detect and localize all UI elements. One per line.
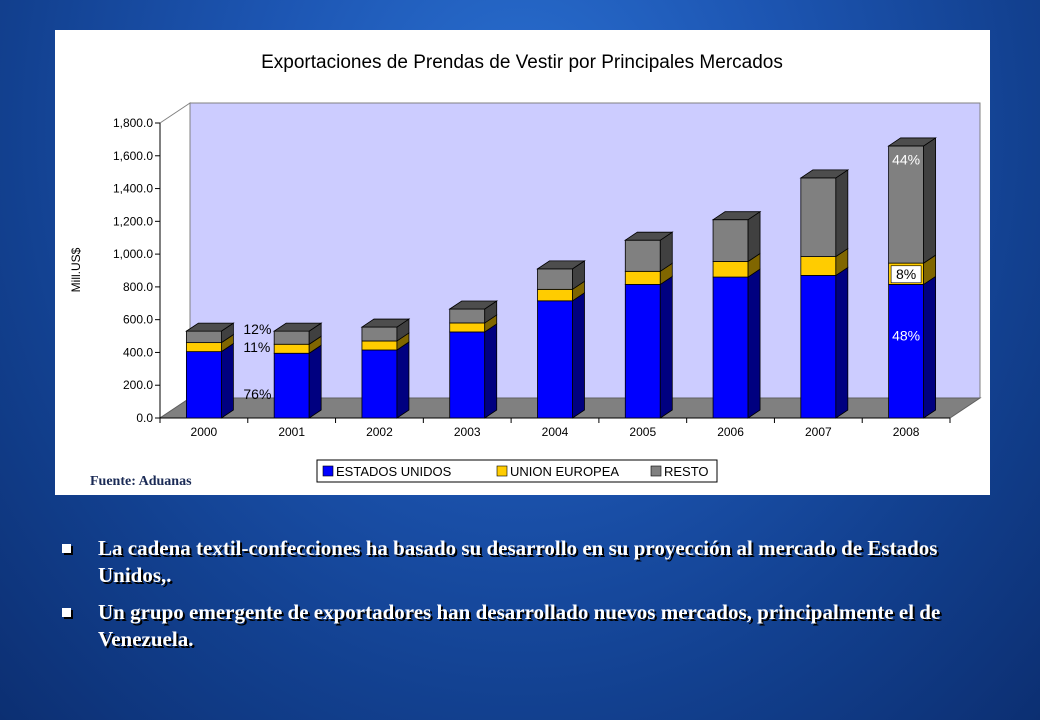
bar-union-europea-2005 xyxy=(624,270,661,285)
plot-side-wall xyxy=(159,102,191,419)
bullet-item-2: Un grupo emergente de exportadores han d… xyxy=(62,599,962,653)
legend-label-union-europea: UNION EUROPEA xyxy=(510,464,619,479)
bar-resto-2006 xyxy=(712,219,749,262)
bar-side-estados-unidos-2001 xyxy=(308,344,322,419)
bar-estados-unidos-2002 xyxy=(361,349,398,419)
bar-side-estados-unidos-2008 xyxy=(923,275,937,419)
bar-side-resto-2008 xyxy=(923,137,937,264)
y-tick-label: 1,600.0 xyxy=(113,149,153,163)
bar-union-europea-2004 xyxy=(537,288,573,302)
y-axis-label: Mill.US$ xyxy=(69,247,83,292)
bar-estados-unidos-2003 xyxy=(449,331,486,419)
x-tick-label: 2007 xyxy=(805,425,832,439)
y-tick-label: 800.0 xyxy=(123,280,153,294)
percent-annotation: 76% xyxy=(243,386,271,402)
bar-resto-2001 xyxy=(273,330,310,345)
bar-top-2006 xyxy=(711,211,762,221)
bar-side-estados-unidos-2006 xyxy=(747,268,761,419)
percent-annotation: 11% xyxy=(243,339,270,355)
square-bullet-icon xyxy=(62,544,71,553)
bullet-item-1: La cadena textil-confecciones ha basado … xyxy=(62,535,962,589)
y-tick-label: 1,800.0 xyxy=(113,116,153,130)
x-tick-label: 2001 xyxy=(278,425,305,439)
x-tick-label: 2000 xyxy=(191,425,218,439)
bar-estados-unidos-2006 xyxy=(712,276,749,419)
bar-side-estados-unidos-2007 xyxy=(835,266,849,419)
percent-annotation: 12% xyxy=(243,321,271,337)
y-tick-label: 600.0 xyxy=(123,313,153,327)
bar-estados-unidos-2000 xyxy=(185,351,222,419)
legend-swatch-estados-unidos xyxy=(322,465,334,477)
square-bullet-icon xyxy=(62,608,71,617)
bar-top-2000 xyxy=(185,322,235,332)
chart-panel: Exportaciones de Prendas de Vestir por P… xyxy=(55,30,990,495)
bar-estados-unidos-2005 xyxy=(624,284,661,419)
bar-resto-2000 xyxy=(185,330,222,344)
y-tick-label: 1,400.0 xyxy=(113,182,153,196)
bar-top-2005 xyxy=(623,231,674,241)
bar-top-2007 xyxy=(799,169,850,179)
bar-resto-2007 xyxy=(800,177,837,257)
bar-side-estados-unidos-2000 xyxy=(220,342,234,419)
bar-union-europea-2000 xyxy=(185,342,222,353)
bar-resto-2004 xyxy=(537,268,573,290)
bar-top-2002 xyxy=(360,318,411,328)
percent-annotation: 8% xyxy=(896,266,916,282)
legend-swatch-resto xyxy=(650,465,662,477)
x-tick-label: 2004 xyxy=(542,425,569,439)
chart-title: Exportaciones de Prendas de Vestir por P… xyxy=(261,52,783,73)
bar-resto-2003 xyxy=(449,308,486,324)
x-tick-label: 2002 xyxy=(366,425,393,439)
legend-box xyxy=(316,459,718,483)
y-tick-label: 0.0 xyxy=(136,411,153,425)
legend-label-estados-unidos: ESTADOS UNIDOS xyxy=(336,464,452,479)
bar-top-2003 xyxy=(448,300,499,310)
legend-label-resto: RESTO xyxy=(664,464,709,479)
x-tick-label: 2006 xyxy=(717,425,744,439)
y-tick-label: 200.0 xyxy=(123,378,153,392)
x-tick-label: 2005 xyxy=(629,425,656,439)
bar-side-estados-unidos-2002 xyxy=(396,341,410,419)
y-tick-label: 1,200.0 xyxy=(113,214,153,228)
bar-side-estados-unidos-2003 xyxy=(484,323,498,419)
bar-union-europea-2006 xyxy=(712,261,749,278)
bar-top-2004 xyxy=(536,260,586,270)
bullet-list: La cadena textil-confecciones ha basado … xyxy=(62,535,962,663)
percent-annotation: 44% xyxy=(892,152,920,168)
bar-resto-2005 xyxy=(624,239,661,272)
bar-resto-2002 xyxy=(361,326,398,342)
bar-union-europea-2002 xyxy=(361,340,398,351)
bar-estados-unidos-2007 xyxy=(800,275,837,419)
bar-estados-unidos-2008 xyxy=(888,284,925,419)
y-tick-label: 1,000.0 xyxy=(113,247,153,261)
x-tick-label: 2008 xyxy=(893,425,920,439)
y-tick-label: 400.0 xyxy=(123,345,153,359)
stacked-bar-chart: Exportaciones de Prendas de Vestir por P… xyxy=(69,52,982,483)
bar-side-estados-unidos-2005 xyxy=(659,275,673,419)
legend-swatch-union-europea xyxy=(496,465,508,477)
bar-union-europea-2007 xyxy=(800,256,837,276)
percent-annotation: 48% xyxy=(892,327,920,343)
bar-top-2001 xyxy=(272,322,323,332)
bar-side-estados-unidos-2004 xyxy=(572,292,585,419)
x-tick-label: 2003 xyxy=(454,425,481,439)
bar-union-europea-2003 xyxy=(449,322,486,333)
percent-annotation-box xyxy=(890,265,922,284)
bar-resto-2008 xyxy=(888,145,925,264)
bar-estados-unidos-2001 xyxy=(273,352,310,419)
bar-top-2008 xyxy=(887,137,937,147)
bar-union-europea-2001 xyxy=(273,343,310,354)
bar-estados-unidos-2004 xyxy=(537,300,573,419)
bullet-text-1: La cadena textil-confecciones ha basado … xyxy=(98,536,938,587)
bar-side-resto-2006 xyxy=(747,210,761,263)
bullet-text-2: Un grupo emergente de exportadores han d… xyxy=(98,600,941,651)
source-note: Fuente: Aduanas xyxy=(90,474,192,489)
bar-side-resto-2007 xyxy=(835,169,849,258)
